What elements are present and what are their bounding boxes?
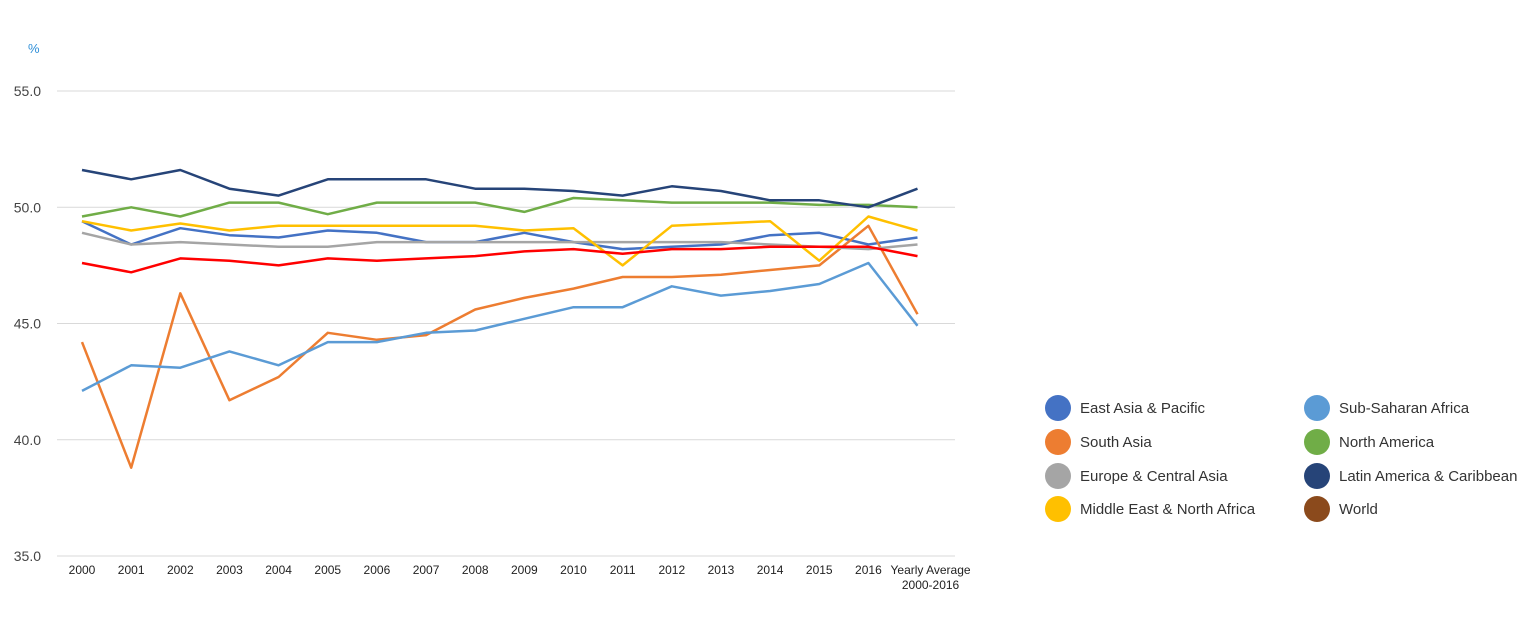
- y-axis-ticks: 35.0 40.0 45.0 50.0 55.0: [14, 83, 41, 564]
- x-tick-label: 2011: [610, 563, 636, 577]
- x-axis-ticks: 2000 2001 2002 2003 2004 2005 2006 2007 2008 2009…: [69, 563, 971, 592]
- legend-item-europe-central-asia: Europe & Central Asia: [1045, 462, 1228, 490]
- legend-swatch: [1045, 429, 1071, 455]
- legend-item-east-asia-pacific: East Asia & Pacific: [1045, 394, 1205, 422]
- legend-label: Middle East & North Africa: [1080, 500, 1256, 518]
- series-line-east-asia-pacific: [81, 220, 918, 251]
- x-tick-label: 2006: [364, 563, 391, 577]
- y-tick-label: 40.0: [14, 432, 41, 448]
- x-tick-label: Yearly Average 2000-2016: [891, 563, 971, 592]
- x-tick-label: 2008: [462, 563, 489, 577]
- legend-swatch: [1304, 463, 1330, 489]
- legend-item-latin-america-caribbean: Latin America & Caribbean: [1304, 462, 1517, 490]
- legend-item-north-america: North America: [1304, 428, 1434, 456]
- legend-swatch: [1045, 463, 1071, 489]
- series-line-latin-america-caribbean: [81, 168, 918, 209]
- legend-label: South Asia: [1080, 433, 1152, 451]
- series-line-sub-saharan-africa: [81, 261, 919, 393]
- y-tick-label: 55.0: [14, 83, 41, 99]
- legend-item-world: World: [1304, 495, 1378, 523]
- series-lines: [80, 168, 919, 469]
- legend-label: North America: [1339, 433, 1435, 451]
- x-tick-label: 2013: [708, 563, 735, 577]
- legend-item-south-asia: South Asia: [1045, 428, 1152, 456]
- x-tick-label: 2001: [118, 563, 145, 577]
- legend-label: World: [1339, 500, 1378, 518]
- x-tick-label: 2012: [658, 563, 685, 577]
- x-tick-label: 2014: [757, 563, 784, 577]
- legend-item-middle-east-north-africa: Middle East & North Africa: [1045, 495, 1255, 523]
- x-tick-label: 2016: [855, 563, 882, 577]
- x-tick-label: 2000: [69, 563, 96, 577]
- legend-item-sub-saharan-africa: Sub-Saharan Africa: [1304, 394, 1469, 422]
- legend-swatch: [1304, 429, 1330, 455]
- x-tick-label: 2015: [806, 563, 833, 577]
- legend-label: East Asia & Pacific: [1080, 399, 1206, 417]
- legend-label: Europe & Central Asia: [1080, 467, 1228, 485]
- series-line-world: [81, 245, 918, 274]
- y-tick-label: 45.0: [14, 316, 41, 332]
- line-chart: % 35.040.045.050.055.0 2000 2001 2002 2003 2…: [14, 41, 971, 592]
- x-tick-label: 2003: [216, 563, 243, 577]
- series-line-north-america: [81, 196, 918, 218]
- x-tick-label: 2004: [265, 563, 292, 577]
- x-tick-label: 2002: [167, 563, 194, 577]
- legend-swatch: [1045, 496, 1071, 522]
- legend-label: Latin America & Caribbean: [1339, 467, 1518, 485]
- y-tick-label: 35.0: [14, 548, 41, 564]
- y-axis-unit-label: %: [28, 41, 40, 56]
- y-tick-label: 50.0: [14, 199, 41, 215]
- legend-swatch: [1304, 395, 1330, 421]
- x-tick-label: 2010: [560, 563, 587, 577]
- series-line-europe-central-asia: [81, 231, 918, 251]
- x-tick-label: 2005: [314, 563, 341, 577]
- x-tick-label: 2007: [413, 563, 440, 577]
- legend-label: Sub-Saharan Africa: [1339, 399, 1470, 417]
- series-line-south-asia: [80, 224, 919, 469]
- legend-swatch: [1045, 395, 1071, 421]
- series-line-middle-east-north-africa: [81, 215, 918, 267]
- legend-swatch: [1304, 496, 1330, 522]
- x-tick-label: 2009: [511, 563, 538, 577]
